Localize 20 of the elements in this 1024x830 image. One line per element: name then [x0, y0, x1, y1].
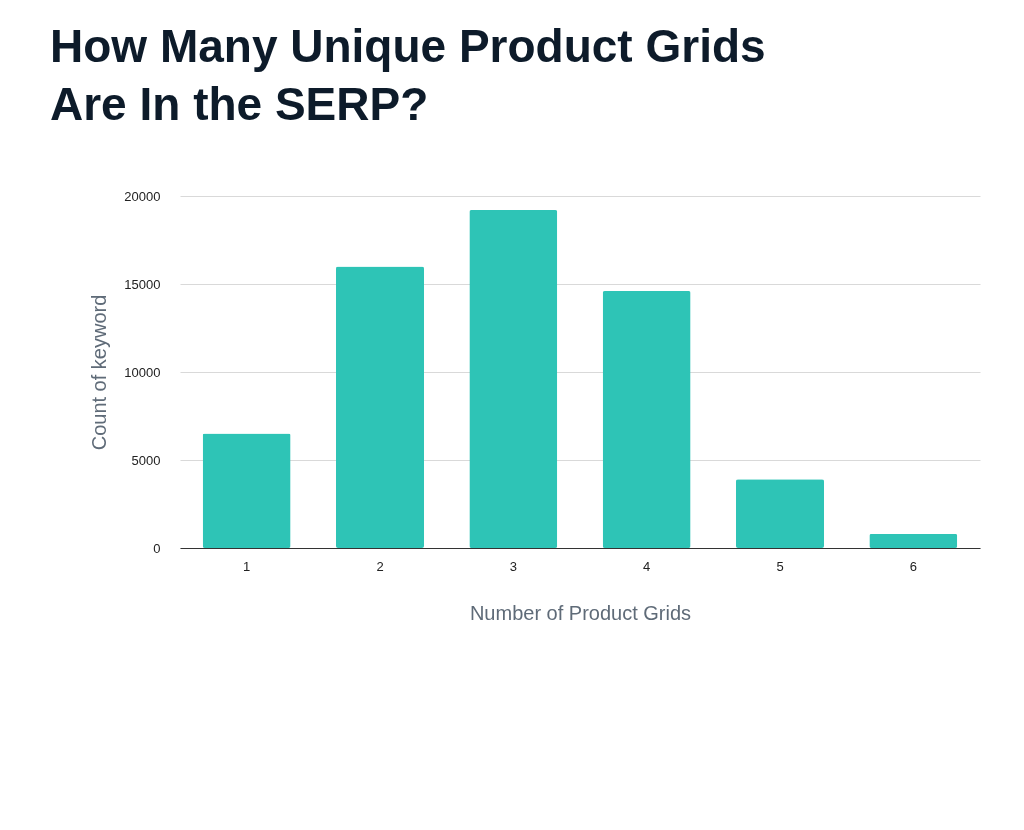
- x-tick-label: 4: [643, 558, 651, 574]
- bar: [202, 433, 291, 548]
- bar: [602, 291, 691, 548]
- bar: [469, 210, 558, 548]
- chart-title: How Many Unique Product Grids Are In the SERP?: [50, 20, 766, 130]
- x-tick-label: 5: [776, 558, 784, 574]
- bar: [869, 533, 958, 548]
- y-tick-label: 5000: [131, 452, 161, 468]
- x-tick-label: 6: [909, 558, 917, 574]
- x-tick-label: 2: [376, 558, 384, 574]
- y-tick-label: 20000: [124, 188, 161, 204]
- bar: [336, 266, 424, 548]
- x-tick-label: 1: [243, 558, 251, 574]
- x-axis-title: Number of Product Grids: [469, 601, 692, 624]
- y-tick-label: 15000: [124, 276, 161, 292]
- bar: [736, 479, 824, 548]
- y-axis-title: Count of keyword: [88, 294, 111, 451]
- y-tick-label: 10000: [124, 364, 161, 380]
- y-tick-label: 0: [153, 540, 161, 556]
- x-tick-label: 3: [509, 558, 517, 574]
